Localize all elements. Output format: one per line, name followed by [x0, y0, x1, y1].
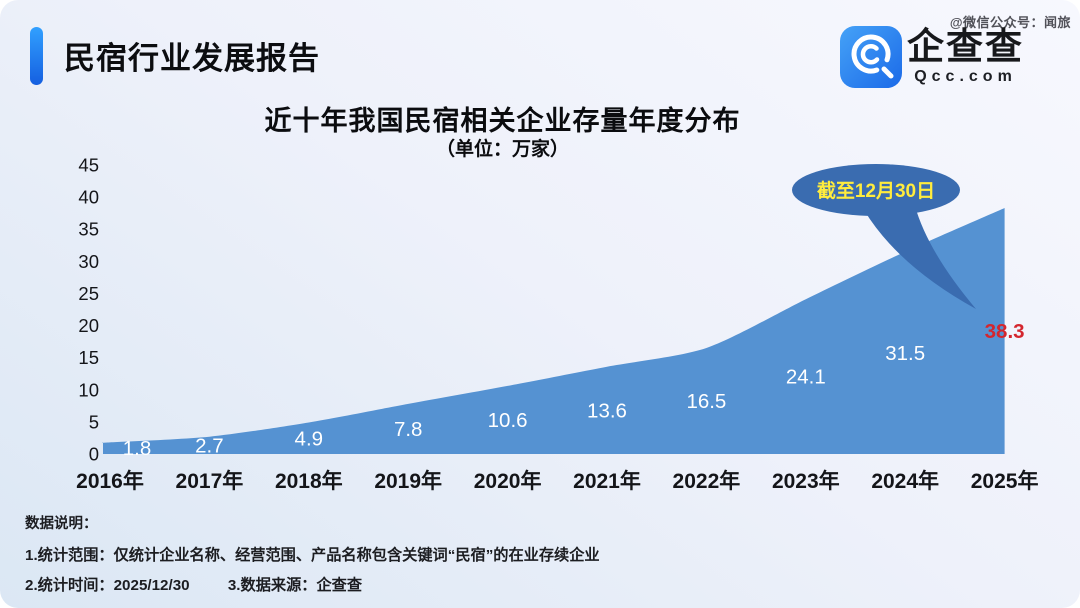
- value-label: 16.5: [686, 390, 726, 413]
- y-tick-label: 25: [78, 283, 99, 304]
- qcc-logo-name: 企查查: [907, 26, 1024, 67]
- y-tick-label: 40: [78, 187, 99, 208]
- y-tick-label: 30: [78, 251, 99, 272]
- x-axis-label: 2017年: [176, 469, 244, 493]
- note-source: 3.数据来源：企查查: [227, 577, 363, 594]
- value-label: 2.7: [195, 434, 224, 457]
- value-label: 7.8: [394, 418, 423, 441]
- note-scope: 1.统计范围：仅统计企业名称、经营范围、产品名称包含关键词“民宿”的在业存续企业: [25, 547, 600, 564]
- notes-heading: 数据说明：: [25, 516, 98, 532]
- title-accent-bar: [30, 27, 43, 85]
- callout-bubble: [792, 164, 960, 216]
- callout-label: 截至12月30日: [817, 179, 935, 202]
- y-tick-label: 20: [78, 315, 99, 336]
- value-label: 4.9: [295, 427, 324, 450]
- x-axis-label: 2019年: [374, 469, 442, 493]
- y-tick-label: 15: [78, 347, 99, 368]
- x-axis-label: 2020年: [474, 469, 542, 493]
- qcc-logo-icon: [840, 26, 902, 88]
- x-axis-label: 2025年: [971, 469, 1039, 493]
- qcc-logo-domain: Qcc.com: [914, 68, 1017, 85]
- chart-title: 近十年我国民宿相关企业存量年度分布: [264, 106, 741, 136]
- wechat-watermark: @微信公众号：闻旅: [949, 15, 1071, 30]
- value-label: 31.5: [885, 342, 925, 365]
- x-axis-label: 2022年: [673, 469, 741, 493]
- y-tick-label: 5: [89, 411, 99, 432]
- report-title: 民宿行业发展报告: [64, 41, 320, 76]
- value-label: 10.6: [488, 409, 528, 432]
- y-tick-label: 10: [78, 379, 99, 400]
- area-series: [101, 208, 1005, 454]
- y-tick-label: 35: [78, 219, 99, 240]
- x-axis-label: 2016年: [76, 469, 144, 493]
- x-axis-label: 2024年: [871, 469, 939, 493]
- x-axis-label: 2021年: [573, 469, 641, 493]
- value-label: 38.3: [985, 320, 1025, 343]
- value-label: 24.1: [786, 366, 826, 389]
- chart-unit-subtitle: （单位：万家）: [435, 139, 569, 160]
- value-label: 13.6: [587, 399, 627, 422]
- callout-tail: [864, 206, 976, 309]
- value-label: 1.8: [123, 437, 152, 460]
- y-tick-label: 45: [78, 155, 99, 176]
- y-tick-label: 0: [89, 444, 99, 465]
- note-line-2: 2.统计时间：2025/12/30 3.数据来源：企查查: [25, 573, 362, 595]
- x-axis-label: 2023年: [772, 469, 840, 493]
- note-time: 2.统计时间：2025/12/30: [25, 577, 190, 594]
- x-axis-label: 2018年: [275, 469, 343, 493]
- qcc-logo-text: 企查查 Qcc.com: [907, 28, 1024, 86]
